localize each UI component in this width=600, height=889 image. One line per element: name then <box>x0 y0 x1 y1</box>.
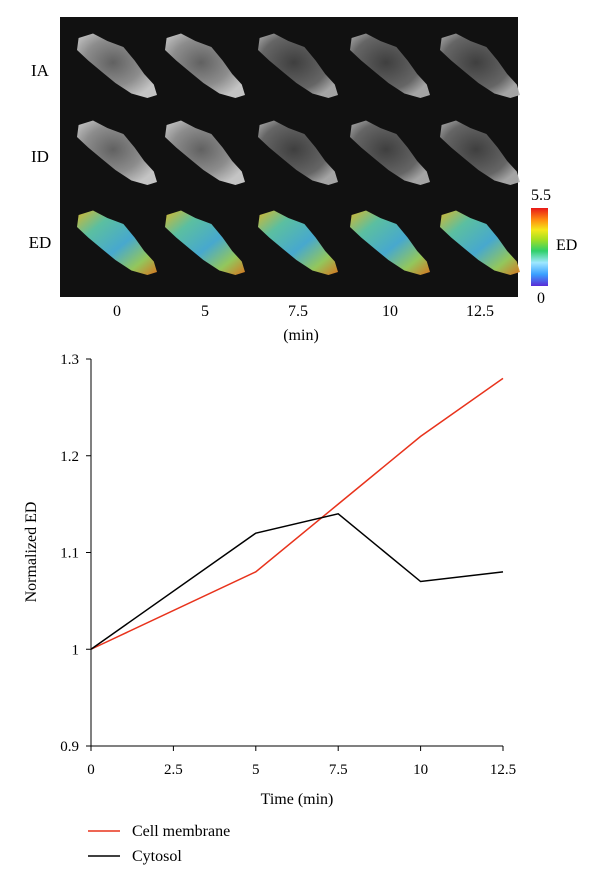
cell-image-ed-2 <box>258 210 338 275</box>
time-unit-label: (min) <box>283 327 319 344</box>
legend-label-cell-membrane: Cell membrane <box>132 823 230 840</box>
x-tick-label: 7.5 <box>329 762 348 778</box>
time-label-10: 10 <box>382 303 398 320</box>
y-tick-label: 1.1 <box>60 546 79 562</box>
x-axis-label: Time (min) <box>261 791 334 808</box>
colorbar-min-label: 0 <box>537 290 545 307</box>
cell-image-ed-1 <box>165 210 245 275</box>
time-label-0: 0 <box>113 303 121 320</box>
y-tick-label: 1.3 <box>60 352 79 368</box>
cell-image-ia-0 <box>77 33 157 98</box>
time-label-7-5: 7.5 <box>288 303 308 320</box>
series-lines <box>90 377 504 650</box>
cell-image-ed-4 <box>440 210 520 275</box>
time-label-12-5: 12.5 <box>466 303 494 320</box>
microscopy-panel: IA ID ED 0 5 7.5 10 12.5 (min) 5.5 0 ED <box>29 17 577 344</box>
x-tick-label: 5 <box>252 762 260 778</box>
cell-image-ed-0 <box>77 210 157 275</box>
y-tick-label: 1 <box>72 642 80 658</box>
series-line-cell-membrane <box>90 377 504 650</box>
colorbar-title: ED <box>556 237 577 254</box>
cell-image-ia-3 <box>350 33 430 98</box>
cell-image-ia-1 <box>165 33 245 98</box>
cell-images <box>77 33 520 275</box>
series-line-cytosol <box>90 512 504 650</box>
legend: Cell membrane Cytosol <box>88 823 230 865</box>
cell-image-ia-2 <box>258 33 338 98</box>
cell-image-id-4 <box>440 120 520 185</box>
cell-image-id-0 <box>77 120 157 185</box>
cell-image-ed-3 <box>350 210 430 275</box>
row-label-ia: IA <box>31 61 50 80</box>
x-tick-label: 10 <box>413 762 428 778</box>
time-label-5: 5 <box>201 303 209 320</box>
y-tick-label: 0.9 <box>60 739 79 755</box>
y-ticks: 0.9 1 1.1 1.2 1.3 <box>60 352 91 755</box>
y-tick-label: 1.2 <box>60 449 79 465</box>
line-chart: 0 2.5 5 7.5 10 12.5 0.911.11.21.3 Time (min) … <box>23 352 516 808</box>
cell-image-id-1 <box>165 120 245 185</box>
x-tick-label: 2.5 <box>164 762 183 778</box>
x-tick-label: 0 <box>87 762 95 778</box>
colorbar <box>531 208 548 286</box>
legend-label-cytosol: Cytosol <box>132 848 182 865</box>
row-label-ed: ED <box>29 233 52 252</box>
x-tick-label: 12.5 <box>490 762 516 778</box>
cell-image-id-2 <box>258 120 338 185</box>
row-label-id: ID <box>31 147 49 166</box>
colorbar-max-label: 5.5 <box>531 187 551 204</box>
cell-image-ia-4 <box>440 33 520 98</box>
y-axis-label: Normalized ED <box>23 502 40 603</box>
x-ticks: 0 2.5 5 7.5 10 12.5 <box>87 746 516 778</box>
cell-image-id-3 <box>350 120 430 185</box>
